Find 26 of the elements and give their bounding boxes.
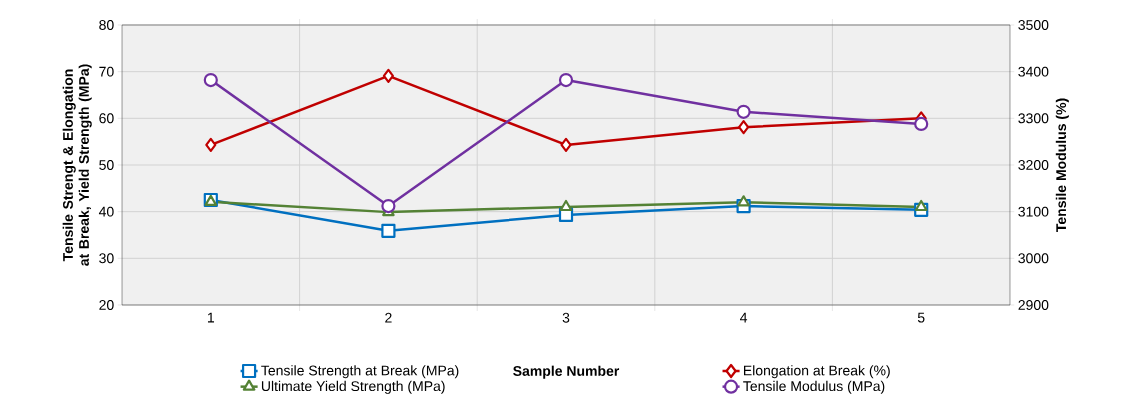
legend-label: Tensile Strength at Break (MPa) (261, 365, 459, 379)
x-tick-label: 3 (562, 312, 570, 323)
y-axis-title: Tensile Strengt & Elongation at Break, Yield Strength (MPa) (62, 64, 92, 266)
x-tick-label: 4 (740, 312, 748, 323)
y2-tick-label: 3300 (1018, 113, 1049, 124)
y2-tick-label: 3100 (1018, 206, 1049, 217)
x-axis-title: Sample Number (513, 365, 620, 379)
x-tick-label: 1 (207, 312, 215, 323)
y2-axis-title: Tensile Modulus (%) (1055, 98, 1069, 232)
y-tick-label: 20 (99, 300, 114, 310)
y2-tick-label: 3200 (1018, 160, 1049, 170)
y2-tick-label: 3000 (1018, 253, 1049, 264)
x-tick-label: 2 (385, 312, 392, 323)
y-tick-label: 40 (98, 206, 114, 217)
legend-label: Tensile Modulus (MPa) (743, 380, 885, 394)
y-tick-label: 60 (99, 113, 114, 124)
y2-tick-label: 2900 (1018, 300, 1049, 310)
y2-tick-label: 3500 (1018, 20, 1049, 30)
y2-tick-label: 3400 (1018, 66, 1049, 77)
y-tick-label: 70 (99, 66, 114, 77)
x-tick-label: 5 (917, 312, 925, 323)
y-tick-label: 30 (99, 253, 114, 264)
y-tick-label: 80 (99, 20, 114, 30)
y-tick-label: 50 (99, 160, 114, 170)
legend-label: Elongation at Break (%) (744, 365, 890, 379)
legend-label: Ultimate Yield Strength (MPa) (261, 380, 445, 394)
